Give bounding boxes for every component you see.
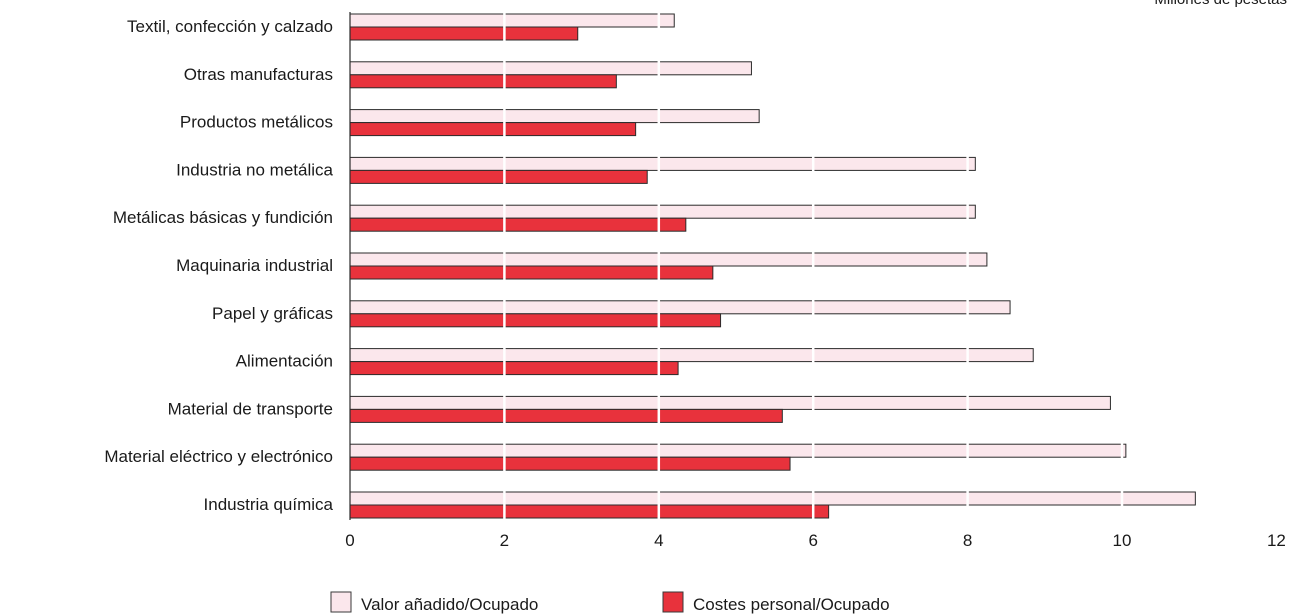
bar-costes: [349, 456, 791, 471]
bar-costes: [349, 361, 679, 376]
x-tick-label: 10: [1113, 531, 1132, 550]
category-label: Material de transporte: [168, 399, 333, 418]
category-label: Metálicas básicas y fundición: [113, 208, 333, 227]
bar-costes: [349, 26, 579, 41]
bars-layer: [349, 13, 1196, 519]
category-label: Material eléctrico y electrónico: [104, 447, 333, 466]
bar-costes: [349, 74, 617, 89]
category-label: Alimentación: [236, 352, 333, 371]
bar-valor: [349, 13, 675, 28]
x-tick-label: 8: [963, 531, 972, 550]
bar-valor: [349, 61, 752, 76]
category-label: Productos metálicos: [180, 113, 333, 132]
legend-label-valor: Valor añadido/Ocupado: [361, 595, 538, 614]
unit-label: Millones de pesetas: [1154, 0, 1287, 8]
category-label: Otras manufacturas: [184, 65, 333, 84]
x-tick-labels: 0 2 4 6 8 10 12: [345, 531, 1286, 550]
bar-costes: [349, 504, 830, 519]
category-label: Textil, confección y calzado: [127, 17, 333, 36]
category-label: Papel y gráficas: [212, 304, 333, 323]
bar-valor: [349, 204, 976, 219]
x-tick-label: 4: [654, 531, 663, 550]
x-tick-label: 6: [808, 531, 817, 550]
bar-costes: [349, 122, 637, 137]
gridlines: [349, 12, 1278, 520]
legend-swatch-valor: [330, 591, 352, 613]
bar-valor: [349, 443, 1127, 458]
bar-valor: [349, 300, 1011, 315]
bar-valor: [349, 156, 976, 171]
legend-label-costes: Costes personal/Ocupado: [693, 595, 890, 614]
category-labels: Textil, confección y calzado Otras manufa…: [104, 17, 333, 514]
legend: Valor añadido/Ocupado Costes personal/Oc…: [330, 591, 890, 614]
category-label: Industria química: [204, 495, 334, 514]
bar-valor: [349, 491, 1196, 506]
bar-costes: [349, 408, 783, 423]
x-tick-label: 2: [500, 531, 509, 550]
x-tick-label: 0: [345, 531, 354, 550]
x-tick-label: 12: [1267, 531, 1286, 550]
bar-costes: [349, 313, 722, 328]
bar-valor: [349, 109, 760, 124]
bar-costes: [349, 169, 648, 184]
category-label: Maquinaria industrial: [176, 256, 333, 275]
bar-costes: [349, 217, 687, 232]
bar-valor: [349, 252, 988, 267]
bar-valor: [349, 348, 1034, 363]
category-label: Industria no metálica: [176, 160, 333, 179]
bar-valor: [349, 395, 1111, 410]
legend-swatch-costes: [662, 591, 684, 613]
